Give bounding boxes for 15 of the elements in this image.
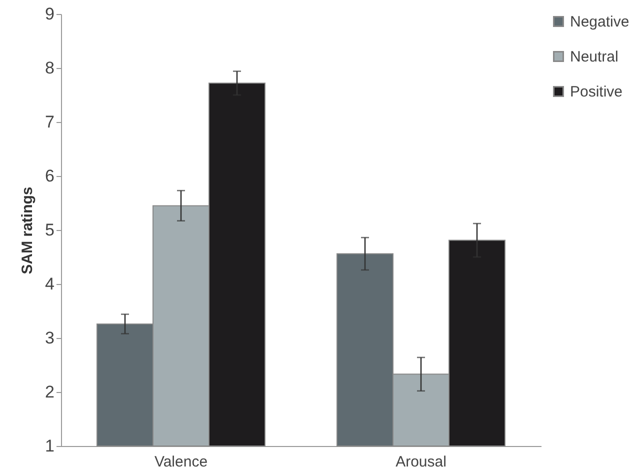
y-tick-label: 7 xyxy=(45,112,54,132)
x-tick-label: Arousal xyxy=(396,454,446,470)
y-tick-label: 6 xyxy=(45,166,54,186)
legend-label: Negative xyxy=(570,14,630,30)
y-tick-label: 8 xyxy=(45,58,54,78)
y-tick-label: 2 xyxy=(45,382,54,402)
y-tick-label: 5 xyxy=(45,220,54,240)
legend-label: Positive xyxy=(570,84,623,100)
x-tick-label: Valence xyxy=(154,454,208,470)
y-tick-label: 3 xyxy=(45,328,54,348)
y-tick-label: 4 xyxy=(45,274,54,294)
y-tick-label: 9 xyxy=(45,4,54,24)
y-tick-label: 1 xyxy=(45,436,54,456)
legend-label: Neutral xyxy=(570,48,618,66)
y-axis-title: SAM ratings xyxy=(19,186,36,274)
